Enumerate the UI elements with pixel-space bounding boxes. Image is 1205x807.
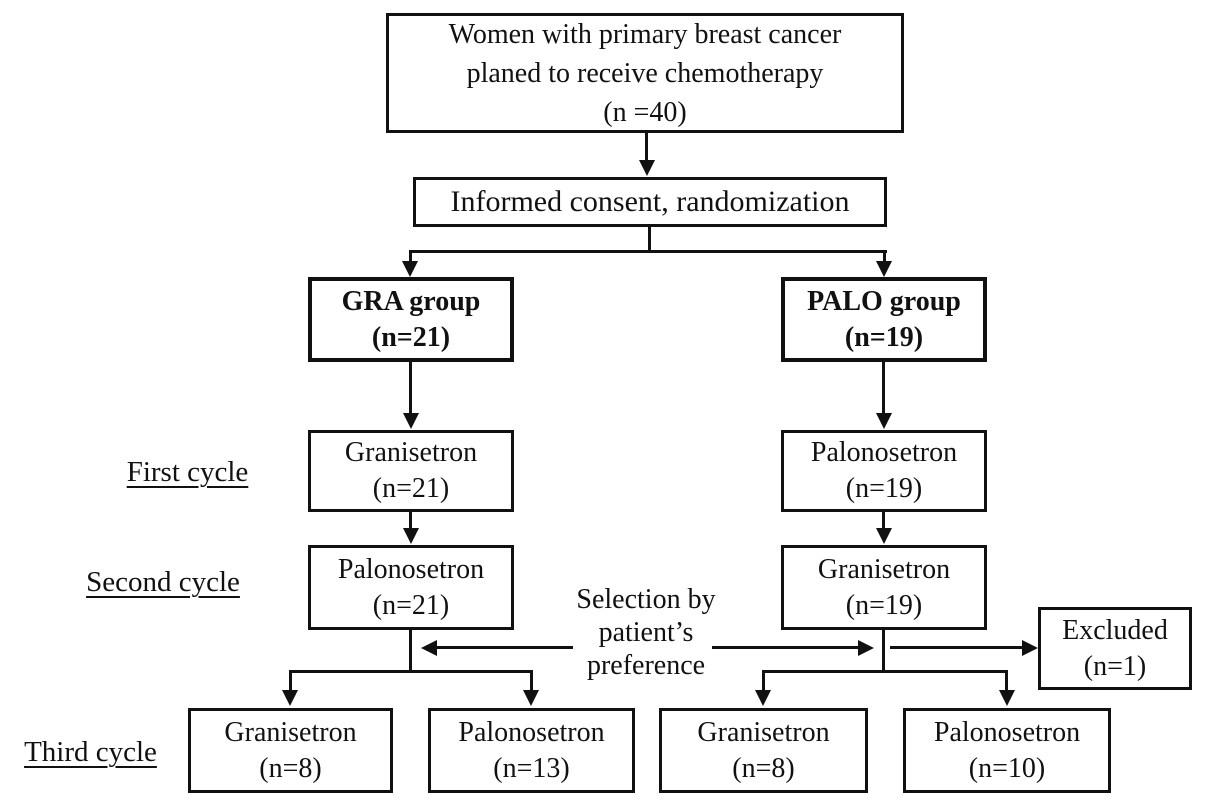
connector-excluded	[890, 646, 1022, 649]
node-randomization-line1: Informed consent, randomization	[450, 185, 850, 218]
node-third-cycle-palonosetron-right-line2: (n=10)	[968, 752, 1046, 784]
node-gra-group-line1: GRA group	[341, 285, 481, 317]
node-excluded-line1: Excluded	[1062, 614, 1168, 646]
node-excluded-line2: (n=1)	[1083, 650, 1147, 682]
node-first-cycle-granisetron-line1: Granisetron	[344, 437, 478, 468]
node-first-cycle-granisetron-line2: (n=21)	[372, 473, 450, 504]
connector-gra-firstcycle	[409, 362, 412, 414]
connector-randomization-branch	[409, 250, 887, 253]
arrowhead-excluded	[1022, 640, 1038, 656]
connector-branch-t3-stub	[762, 670, 765, 690]
connector-branch-t1-stub	[289, 670, 292, 690]
arrowhead-selection-left	[421, 640, 437, 656]
selection-note: Selection by patient’s preference	[540, 583, 752, 682]
arrowhead-gra-firstcycle	[403, 413, 419, 429]
node-palo-group-line1: PALO group	[807, 285, 961, 317]
node-randomization: Informed consent, randomization	[413, 177, 887, 227]
node-third-cycle-granisetron-right-line1: Granisetron	[697, 716, 830, 748]
row-label-second-cycle-text: Second cycle	[86, 566, 240, 598]
node-second-cycle-granisetron: Granisetron (n=19)	[781, 545, 987, 630]
selection-note-line1: Selection by	[576, 584, 716, 615]
row-label-first-cycle-text: First cycle	[126, 456, 249, 488]
row-label-third-cycle-text: Third cycle	[24, 736, 157, 768]
connector-randomization-stem	[648, 227, 651, 253]
node-third-cycle-granisetron-left-line2: (n=8)	[259, 752, 322, 784]
arrowhead-branch-gra	[402, 261, 418, 277]
arrowhead-firstcycle-secondcycle-left	[403, 528, 419, 544]
node-second-cycle-palonosetron-line1: Palonosetron	[337, 553, 485, 585]
selection-note-line2: patient’s	[598, 617, 694, 648]
node-enrollment-line1: Women with primary breast cancer	[448, 18, 842, 50]
node-third-cycle-palonosetron-right-line1: Palonosetron	[933, 716, 1081, 748]
connector-palo-firstcycle	[882, 362, 885, 414]
node-first-cycle-granisetron: Granisetron (n=21)	[308, 430, 514, 512]
connector-firstcycle-secondcycle-left	[409, 512, 412, 529]
connector-secondcycle-stem-right	[882, 630, 885, 673]
connector-firstcycle-secondcycle-right	[882, 512, 885, 529]
row-label-first-cycle: First cycle	[105, 456, 270, 489]
connector-branch-palo-stub	[883, 250, 886, 262]
node-third-cycle-granisetron-right-line2: (n=8)	[732, 752, 795, 784]
node-first-cycle-palonosetron-line2: (n=19)	[845, 473, 923, 504]
connector-secondcycle-stem-left	[409, 630, 412, 673]
arrowhead-branch-palo	[876, 261, 892, 277]
node-third-cycle-palonosetron-left-line2: (n=13)	[493, 752, 570, 784]
node-third-cycle-palonosetron-right: Palonosetron (n=10)	[903, 708, 1111, 793]
node-third-cycle-granisetron-left: Granisetron (n=8)	[188, 708, 393, 793]
connector-branch-gra-stub	[409, 250, 412, 262]
node-gra-group: GRA group (n=21)	[308, 277, 514, 362]
node-third-cycle-granisetron-left-line1: Granisetron	[224, 716, 357, 748]
node-second-cycle-granisetron-line2: (n=19)	[845, 589, 923, 621]
arrowhead-selection-right	[858, 640, 874, 656]
node-enrollment: Women with primary breast cancer planed …	[386, 13, 904, 133]
node-palo-group: PALO group (n=19)	[781, 277, 987, 362]
node-first-cycle-palonosetron-line1: Palonosetron	[810, 437, 958, 468]
arrowhead-firstcycle-secondcycle-right	[876, 528, 892, 544]
row-label-second-cycle: Second cycle	[78, 566, 248, 599]
connector-branch-t4-stub	[1005, 670, 1008, 690]
node-third-cycle-granisetron-right: Granisetron (n=8)	[659, 708, 868, 793]
connector-selection-right	[712, 646, 858, 649]
arrowhead-thirdcycle-t2	[523, 690, 539, 706]
connector-selection-left	[437, 646, 573, 649]
node-second-cycle-granisetron-line1: Granisetron	[817, 553, 951, 585]
node-second-cycle-palonosetron: Palonosetron (n=21)	[308, 545, 514, 630]
node-third-cycle-palonosetron-left-line1: Palonosetron	[458, 716, 605, 748]
connector-thirdcycle-branch-right	[762, 670, 1008, 673]
node-excluded: Excluded (n=1)	[1038, 607, 1192, 690]
arrowhead-thirdcycle-t4	[999, 690, 1015, 706]
node-enrollment-line3: (n =40)	[603, 96, 687, 128]
node-third-cycle-palonosetron-left: Palonosetron (n=13)	[428, 708, 635, 793]
node-gra-group-line2: (n=21)	[371, 321, 451, 353]
arrowhead-enrollment-randomization	[639, 160, 655, 176]
arrowhead-thirdcycle-t3	[755, 690, 771, 706]
node-enrollment-line2: planed to receive chemotherapy	[466, 57, 824, 89]
connector-enrollment-randomization	[645, 133, 648, 161]
connector-thirdcycle-branch-left	[289, 670, 533, 673]
arrowhead-thirdcycle-t1	[282, 690, 298, 706]
selection-note-line3: preference	[586, 650, 706, 681]
node-palo-group-line2: (n=19)	[844, 321, 924, 353]
row-label-third-cycle: Third cycle	[8, 736, 173, 769]
connector-branch-t2-stub	[530, 670, 533, 690]
node-first-cycle-palonosetron: Palonosetron (n=19)	[781, 430, 987, 512]
node-second-cycle-palonosetron-line2: (n=21)	[372, 589, 450, 621]
arrowhead-palo-firstcycle	[876, 413, 892, 429]
